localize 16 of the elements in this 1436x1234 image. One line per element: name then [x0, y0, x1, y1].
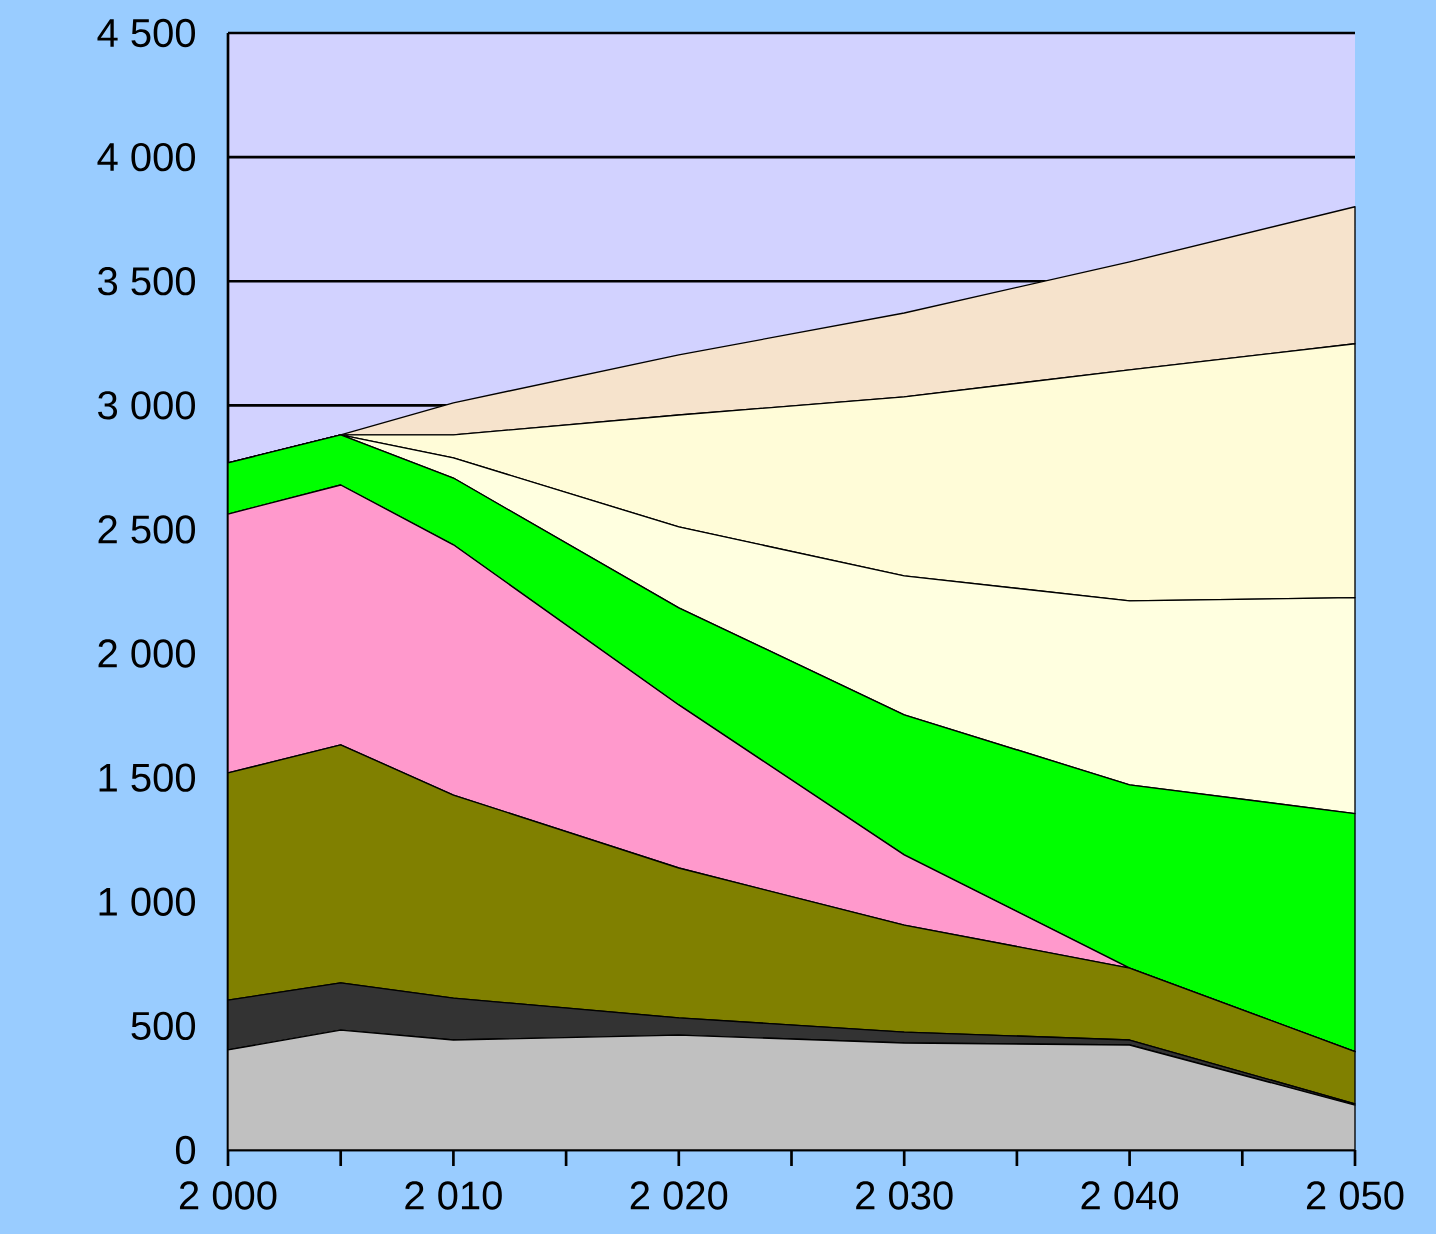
y-tick-label: 2 000: [98, 639, 196, 668]
x-tick-label: 2 010: [405, 1181, 502, 1210]
x-tick-label: 2 000: [179, 1181, 277, 1210]
y-tick-label: 0: [175, 1135, 196, 1165]
y-tick-label: 4 000: [97, 142, 196, 172]
x-tick-label: 2 030: [856, 1181, 953, 1210]
y-tick-label: 1 500: [99, 763, 196, 792]
y-tick-label: 500: [131, 1011, 196, 1041]
y-tick-label: 2 500: [98, 515, 196, 544]
x-tick-label: 2 020: [630, 1181, 728, 1210]
x-tick-label: 2 050: [1306, 1181, 1404, 1210]
x-tick-label: 2 040: [1081, 1181, 1179, 1210]
y-tick-label: 1 000: [99, 887, 196, 916]
y-tick-label: 3 000: [98, 391, 196, 420]
y-tick-label: 4 500: [97, 18, 196, 48]
y-tick-label: 3 500: [98, 267, 196, 296]
